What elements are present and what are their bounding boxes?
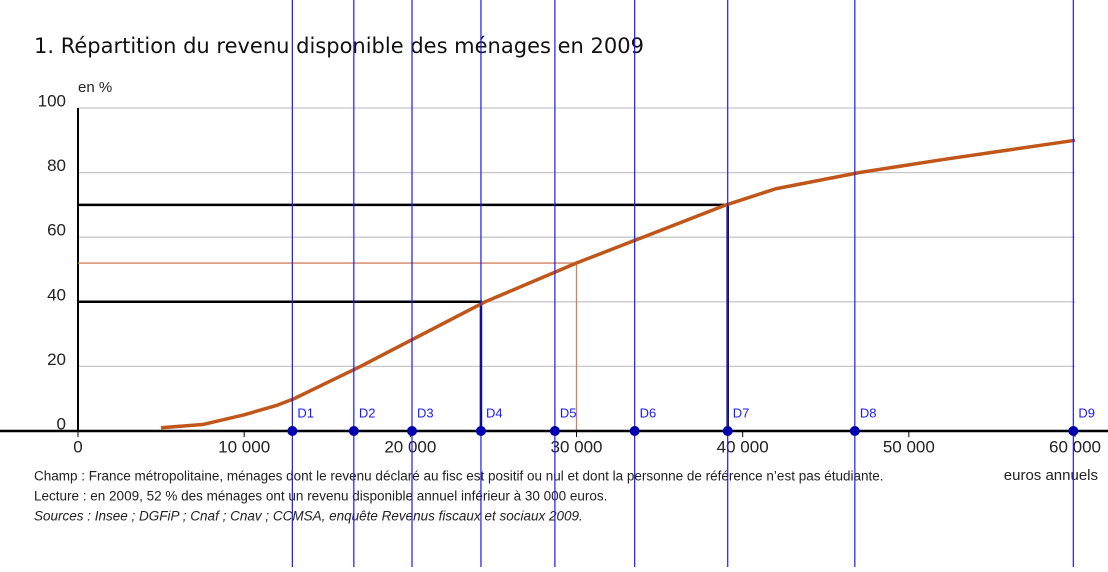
x-tick-label: 50 000 — [883, 437, 935, 456]
decile-label: D2 — [359, 405, 376, 420]
decile-point — [475, 426, 486, 436]
chart-title: 1. Répartition du revenu disponible des … — [34, 34, 644, 58]
decile-label: D4 — [486, 405, 503, 420]
y-tick-label: 80 — [47, 156, 66, 175]
y-tick-label: 100 — [38, 91, 66, 110]
curve — [160, 138, 1076, 430]
y-tick-label: 20 — [47, 350, 66, 369]
note: Sources : Insee ; DGFiP ; Cnaf ; Cnav ; … — [34, 509, 583, 524]
decile-point — [549, 426, 560, 436]
reference-line — [78, 203, 729, 431]
y-tick-label: 0 — [57, 414, 66, 433]
decile-label: D7 — [733, 405, 750, 420]
x-axis-label: euros annuels — [1004, 467, 1098, 484]
decile-label: D6 — [640, 405, 657, 420]
x-tick-label: 0 — [73, 437, 82, 456]
y-axis-label: en % — [78, 79, 112, 96]
decile-point — [849, 426, 860, 436]
decile-label: D9 — [1078, 405, 1095, 420]
decile-point — [406, 426, 417, 436]
x-tick-label: 10 000 — [218, 437, 270, 456]
x-tick-label: 30 000 — [551, 437, 603, 456]
x-tick-label: 20 000 — [384, 437, 436, 456]
decile-label: D5 — [560, 405, 577, 420]
y-tick-label: 60 — [47, 221, 66, 240]
decile-label: D1 — [297, 405, 314, 420]
y-tick-label: 40 — [47, 285, 66, 304]
x-tick-label: 40 000 — [717, 437, 769, 456]
decile-label: D8 — [860, 405, 877, 420]
decile-point — [287, 426, 298, 436]
decile-point — [629, 426, 640, 436]
note: Champ : France métropolitaine, ménages d… — [34, 469, 884, 484]
decile-point — [348, 426, 359, 436]
x-tick-label: 60 000 — [1049, 437, 1101, 456]
decile-point — [722, 426, 733, 436]
decile-point — [1068, 426, 1079, 436]
note: Lecture : en 2009, 52 % des ménages ont … — [34, 489, 607, 504]
decile-label: D3 — [417, 405, 434, 420]
